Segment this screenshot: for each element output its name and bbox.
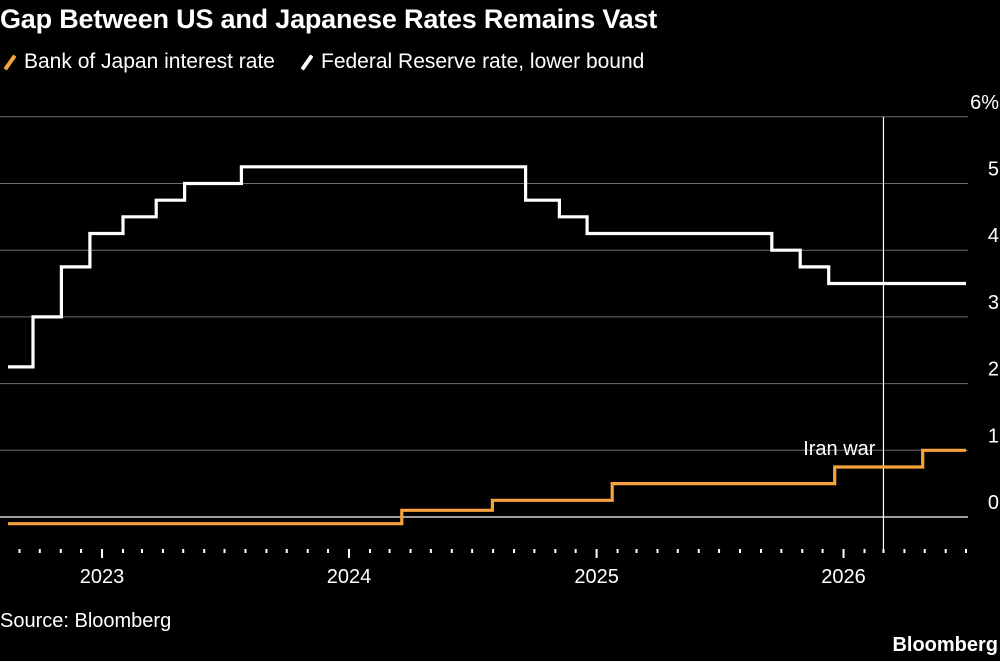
annotations: Iran war — [803, 117, 885, 553]
x-tick-label-2025: 2025 — [574, 566, 619, 588]
y-tick-label-6: 6% — [970, 92, 999, 114]
y-tick-label-1: 1 — [988, 425, 999, 447]
x-tick-label-2024: 2024 — [327, 566, 372, 588]
source-note: Source: Bloomberg — [0, 610, 172, 632]
legend-item-boj: Bank of Japan interest rate — [0, 50, 275, 74]
x-axis: 2023 2024 2025 2026 — [18, 549, 967, 588]
series-line-fed — [8, 165, 966, 369]
legend-label-boj: Bank of Japan interest rate — [24, 50, 275, 73]
annotation-label-0: Iran war — [803, 438, 876, 460]
legend-item-fed: Federal Reserve rate, lower bound — [297, 50, 644, 74]
y-tick-label-3: 3 — [988, 292, 999, 314]
legend-label-fed: Federal Reserve rate, lower bound — [321, 50, 645, 73]
y-tick-label-4: 4 — [988, 225, 999, 247]
chart-title: Gap Between US and Japanese Rates Remain… — [0, 4, 658, 34]
y-tick-label-0: 0 — [988, 492, 999, 514]
y-tick-label-5: 5 — [988, 159, 999, 181]
x-tick-label-2026: 2026 — [821, 566, 866, 588]
series-line-boj — [8, 448, 966, 526]
legend: Bank of Japan interest rate Federal Rese… — [0, 50, 666, 74]
gridlines — [0, 116, 968, 518]
x-tick-label-2023: 2023 — [80, 566, 125, 588]
y-axis-tick-labels: 0 1 2 3 4 5 6% — [970, 92, 999, 514]
y-tick-label-2: 2 — [988, 359, 999, 381]
series-lines — [8, 165, 966, 526]
brand-logo-text: Bloomberg — [892, 634, 998, 656]
